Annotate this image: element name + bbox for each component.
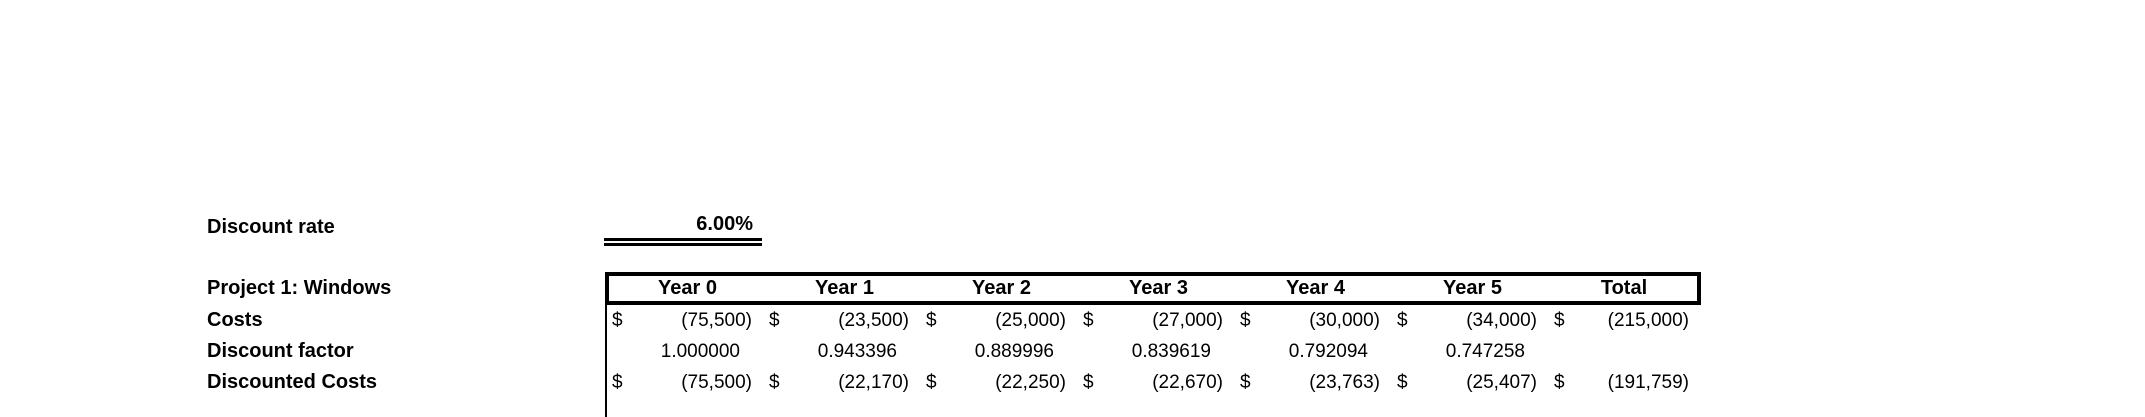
column-header-cell[interactable]: Total [1600,277,1648,299]
currency-symbol: $ [769,309,780,331]
value-cell[interactable]: $ (23,500) [764,305,921,336]
cell-value: 0.747258 [1445,340,1525,362]
value-cell[interactable]: $ (25,000) [921,305,1078,336]
table-body: $ (75,500) $ (23,500) $ (25,000) $ (27,000) $ (30… [605,305,1701,417]
currency-symbol: $ [769,371,780,393]
value-cell[interactable]: $ (23,763) [1235,367,1392,398]
row-label-cell[interactable]: Costs [207,309,263,331]
value-cell[interactable]: 0.792094 [1235,336,1392,367]
cell-value: (23,763) [1309,371,1380,393]
value-cell[interactable]: $ (27,000) [1078,305,1235,336]
currency-symbol: $ [1397,371,1408,393]
currency-symbol: $ [612,309,623,331]
value-cell[interactable]: $ (25,407) [1392,367,1549,398]
currency-symbol: $ [612,371,623,393]
cell-value: (22,670) [1152,371,1223,393]
value-cell[interactable]: 0.747258 [1392,336,1549,367]
currency-symbol: $ [1554,371,1565,393]
value-cell[interactable]: $ (75,500) [607,305,764,336]
cell-value: (22,250) [995,371,1066,393]
value-cell[interactable]: $ (22,170) [764,367,921,398]
value-cell[interactable]: $ (215,000) [1549,305,1701,336]
cell-value: 1.000000 [660,340,740,362]
cell-value: (34,000) [1466,309,1537,331]
column-header-cell[interactable]: Year 2 [972,277,1031,299]
cell-value: (27,000) [1152,309,1223,331]
cell-value: (25,000) [995,309,1066,331]
currency-symbol: $ [1554,309,1565,331]
cell-value: (75,500) [681,309,752,331]
value-cell[interactable]: 0.839619 [1078,336,1235,367]
cell-value: (25,407) [1466,371,1537,393]
row-label-cell[interactable]: Discounted Costs [207,371,378,393]
cell-value: 0.792094 [1288,340,1368,362]
discount-rate-value-cell[interactable]: 6.00% [696,213,753,235]
empty-cell[interactable] [1549,336,1701,367]
value-cell[interactable]: $ (22,250) [921,367,1078,398]
cell-value: (30,000) [1309,309,1380,331]
table-grid: Year 0 Year 1 Year 2 Year 3 Year 4 Year 5 Tota… [605,272,1701,417]
value-cell[interactable]: $ (34,000) [1392,305,1549,336]
value-cell[interactable]: 0.889996 [921,336,1078,367]
value-cell[interactable]: 1.000000 [607,336,764,367]
currency-symbol: $ [926,309,937,331]
value-cell[interactable]: $ (30,000) [1235,305,1392,336]
column-header-cell[interactable]: Year 1 [815,277,874,299]
discount-rate-label[interactable]: Discount rate [207,216,335,238]
table-row: $ (75,500) $ (23,500) $ (25,000) $ (27,000) $ (30… [607,305,1701,336]
cell-value: (215,000) [1607,309,1689,331]
row-label-cell[interactable]: Discount factor [207,340,354,362]
currency-symbol: $ [1083,371,1094,393]
column-header-cell[interactable]: Year 4 [1286,277,1345,299]
cell-value: 0.943396 [817,340,897,362]
double-underline-rule [604,238,762,246]
column-header-cell[interactable]: Year 5 [1443,277,1502,299]
value-cell[interactable]: $ (75,500) [607,367,764,398]
table-header-row: Year 0 Year 1 Year 2 Year 3 Year 4 Year 5 Tota… [605,272,1701,305]
column-header-cell[interactable]: Year 3 [1129,277,1188,299]
cell-value: (75,500) [681,371,752,393]
cell-value: 0.889996 [974,340,1054,362]
currency-symbol: $ [1240,309,1251,331]
cell-value: 0.839619 [1131,340,1211,362]
table-title-cell[interactable]: Project 1: Windows [207,277,392,299]
currency-symbol: $ [1397,309,1408,331]
value-cell[interactable]: $ (191,759) [1549,367,1701,398]
value-cell[interactable]: $ (22,670) [1078,367,1235,398]
table-row: $ (75,500) $ (22,170) $ (22,250) $ (22,670) $ (23… [607,367,1701,398]
currency-symbol: $ [1083,309,1094,331]
currency-symbol: $ [926,371,937,393]
currency-symbol: $ [1240,371,1251,393]
cell-value: (22,170) [838,371,909,393]
value-cell[interactable]: 0.943396 [764,336,921,367]
row-labels: Project 1: Windows Costs Discount factor D… [207,272,605,398]
cell-value: (191,759) [1607,371,1689,393]
column-header-cell[interactable]: Year 0 [658,277,717,299]
table-row: 1.000000 0.943396 0.889996 0.839619 0.792094… [607,336,1701,367]
project-table: Project 1: Windows Costs Discount factor D… [207,272,1701,417]
cell-value: (23,500) [838,309,909,331]
